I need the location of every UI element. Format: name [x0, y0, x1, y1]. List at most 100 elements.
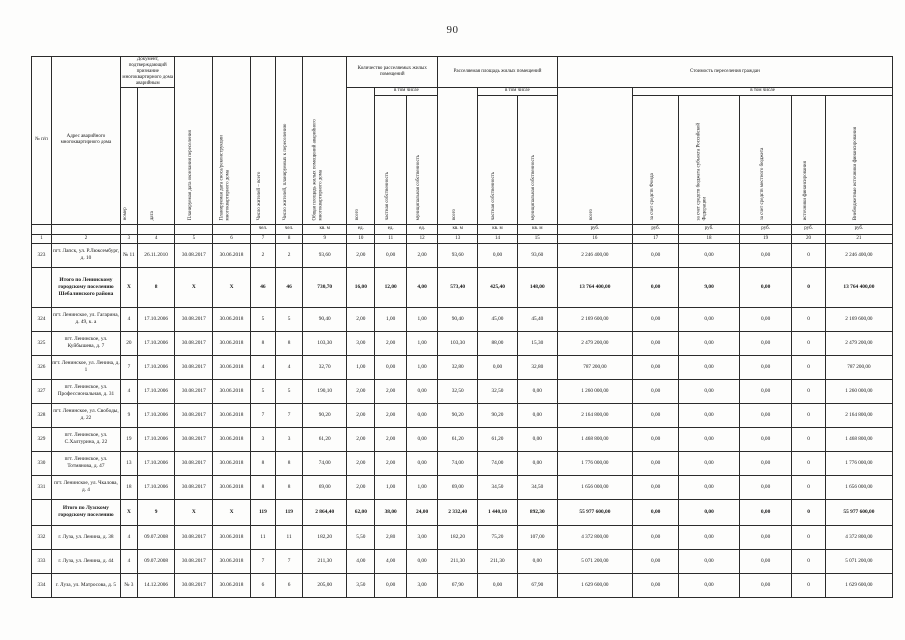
table-row: 331 пгт. Ленинское, ул. Чкалова, д. 4 18 17…	[31, 474, 894, 500]
row-resettle-date: X	[174, 498, 214, 526]
row-doc-number: 13	[120, 450, 138, 476]
row-rooms-total: 2,00	[346, 378, 376, 404]
row-area-municipal: 0,00	[516, 450, 558, 476]
row-demolish-date: 30.06.2018	[212, 548, 251, 574]
row-residents-total: 5	[249, 378, 277, 404]
row-cost-fund: 0,00	[632, 572, 680, 598]
row-area-total: 103,30	[437, 330, 479, 356]
header-cost-local: за счет средств местного бюджета	[738, 94, 793, 225]
unit-cell: руб.	[632, 223, 680, 235]
row-demolish-date: 30.06.2018	[212, 572, 251, 598]
row-demolish-date: 30.06.2018	[212, 524, 251, 550]
table-row: 330 пгт. Ленинское, ул. Тотмянова, д. 47 1…	[31, 450, 894, 476]
row-total-area: 90,40	[302, 306, 348, 332]
row-residents-total: 6	[249, 572, 277, 598]
row-area-municipal: 0,00	[516, 378, 558, 404]
row-cost-total: 55 977 600,00	[556, 498, 634, 526]
row-cost-local: 0,00	[738, 354, 793, 380]
row-cost-total: 1 656 000,00	[556, 474, 634, 500]
row-rooms-total: 5,50	[346, 524, 376, 550]
row-area-private: 0,00	[477, 242, 518, 268]
row-area-municipal: 0,00	[516, 426, 558, 452]
unit-cell: чел.	[249, 223, 277, 235]
row-area-private: 32,50	[477, 378, 518, 404]
header-rooms-municipal: муниципальная собственность	[405, 94, 439, 225]
row-total-area: 69,00	[302, 474, 348, 500]
row-residents-total: 5	[249, 306, 277, 332]
row-resettle-date: 30.08.2017	[174, 330, 214, 356]
row-address: пгт. Ленинское, ул. Куйбышева, д. 7	[50, 330, 122, 356]
table-row: 334 г. Луза, ул. Матросова, д. 5 № 3 14.12.…	[31, 572, 894, 598]
row-cost-total: 1 468 800,00	[556, 426, 634, 452]
row-index: 328	[31, 402, 52, 428]
row-doc-number: 4	[120, 524, 138, 550]
page-number: 90	[446, 24, 459, 36]
row-cost-total: 5 071 200,00	[556, 548, 634, 574]
column-number: 5	[174, 233, 214, 244]
row-cost-other: 0	[791, 330, 826, 356]
row-residents-total: 3	[249, 426, 277, 452]
row-resettle-date: 30.08.2017	[174, 548, 214, 574]
row-area-total: 61,20	[437, 426, 479, 452]
row-cost-fund: 0,00	[632, 498, 680, 526]
row-residents-planned: 7	[274, 548, 304, 574]
row-rooms-private: 2,00	[374, 450, 407, 476]
unit-cell: кв. м	[302, 223, 348, 235]
table-row: 326 пгт. Ленинское, ул. Ленина, д. 1 7 17.1…	[31, 354, 894, 380]
row-resettle-date: 30.08.2017	[174, 354, 214, 380]
row-cost-subject: 0,00	[678, 498, 740, 526]
header-cost-total: всего	[556, 87, 634, 225]
row-address: г. Луза, ул. Ленина, д. 44	[50, 548, 122, 574]
unit-cell	[31, 223, 52, 235]
row-address: пгт. Ленинское, ул. Гагарина, д. 49, к. …	[50, 306, 122, 332]
unit-cell: кв. м	[516, 223, 558, 235]
row-rooms-municipal: 1,00	[405, 306, 439, 332]
row-resettle-date: 30.08.2017	[174, 450, 214, 476]
header-cost-extrabudget: Внебюджетные источники финансирования	[824, 94, 894, 225]
row-rooms-total: 62,00	[346, 498, 376, 526]
row-residents-total: 2	[249, 242, 277, 268]
header-rooms-group: Количество расселяемых жилых помещений	[346, 55, 439, 89]
row-doc-date: 26.11.2010	[136, 242, 176, 268]
header-cost-group: Стоимость переселения граждан	[556, 55, 894, 89]
row-cost-subject: 0,00	[678, 378, 740, 404]
row-cost-local: 0,00	[738, 330, 793, 356]
row-cost-fund: 0,00	[632, 450, 680, 476]
column-number: 17	[632, 233, 680, 244]
row-total-area: 182,20	[302, 524, 348, 550]
header-area-private: частная собственность	[477, 94, 518, 225]
row-area-total: 93,60	[437, 242, 479, 268]
row-doc-date: 09.07.2008	[136, 548, 176, 574]
row-area-total: 74,00	[437, 450, 479, 476]
header-residents-total: Число жителей – всего	[249, 56, 277, 225]
row-area-private: 90,20	[477, 402, 518, 428]
column-number: 2	[50, 233, 122, 244]
row-doc-number: 4	[120, 306, 138, 332]
header-cost-in-which: в том числе	[632, 87, 893, 96]
row-cost-subject: 0,00	[678, 306, 740, 332]
row-area-municipal: 32,80	[516, 354, 558, 380]
row-residents-planned: 8	[274, 330, 304, 356]
row-cost-other: 0	[791, 378, 826, 404]
header-area-in-which: в том числе	[477, 87, 558, 96]
row-demolish-date: 30.06.2018	[212, 426, 251, 452]
column-number: 15	[516, 233, 558, 244]
row-index: 326	[31, 354, 52, 380]
unit-cell: руб.	[738, 223, 793, 235]
row-demolish-date: 30.06.2018	[212, 450, 251, 476]
row-address: пгт. Ленинское, ул. С.Халтурина, д. 22	[50, 426, 122, 452]
column-number: 13	[437, 233, 479, 244]
row-address: Итого по Лузскому городскому поселению	[50, 498, 122, 526]
row-doc-date: 17.10.2006	[136, 402, 176, 428]
row-rooms-private: 2,00	[374, 378, 407, 404]
row-cost-other: 0	[791, 426, 826, 452]
row-index	[31, 266, 52, 308]
row-total-area: 93,60	[302, 242, 348, 268]
row-rooms-total: 4,00	[346, 548, 376, 574]
row-rooms-total: 2,00	[346, 474, 376, 500]
row-cost-total: 13 764 400,00	[556, 266, 634, 308]
row-cost-other: 0	[791, 354, 826, 380]
row-rooms-private: 1,00	[374, 474, 407, 500]
row-residents-total: 119	[249, 498, 277, 526]
row-area-private: 74,00	[477, 450, 518, 476]
